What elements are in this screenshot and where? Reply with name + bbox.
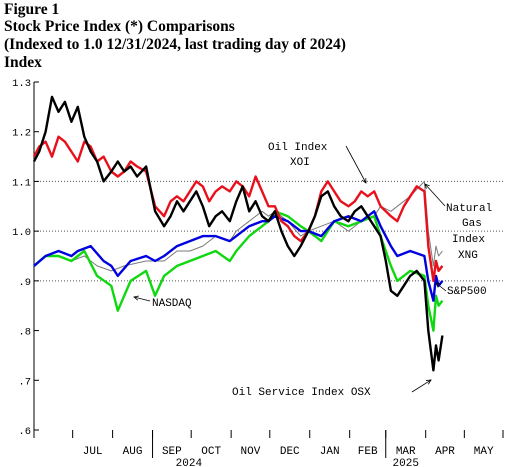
series-line-nasdaq xyxy=(33,210,444,332)
annotation-oil-index: Oil Index xyxy=(268,142,328,154)
annotation-natural-gas: Index xyxy=(452,234,485,246)
arrow-nasdaq xyxy=(133,296,151,302)
arrow-oil-service-head xyxy=(425,379,432,385)
x-month-label: JUL xyxy=(83,446,103,458)
chart-title: Stock Price Index (*) Comparisons xyxy=(4,18,235,35)
annotation-arrows xyxy=(133,145,447,393)
x-year-label: 2024 xyxy=(176,458,203,467)
chart-axes: .6 .7 .8 .9 1.0 1.1 1.2 1.3 JUL AUG SEP OCT NOV DEC JA… xyxy=(12,78,504,467)
annotation-oil-service: Oil Service Index OSX xyxy=(232,387,371,399)
annotation-sp500: S&P500 xyxy=(447,286,487,298)
annotation-natural-gas: XNG xyxy=(458,250,478,262)
arrow-natural-gas-head xyxy=(424,183,430,189)
x-month-label: FEB xyxy=(358,446,378,458)
series-line-s-p500 xyxy=(33,210,444,302)
x-month-label: SEP xyxy=(162,446,182,458)
y-tick-label: .6 xyxy=(18,426,31,438)
x-month-label: MAR xyxy=(396,446,416,458)
x-month-label: APR xyxy=(435,446,455,458)
annotation-nasdaq: NASDAQ xyxy=(152,298,192,310)
arrow-natural-gas xyxy=(424,183,446,207)
x-month-label: JAN xyxy=(320,446,340,458)
y-tick-label: 1.1 xyxy=(12,177,31,189)
y-tick-label: 1.0 xyxy=(12,227,31,239)
y-tick-label: 1.2 xyxy=(12,128,31,140)
arrow-oil-index xyxy=(345,145,367,184)
arrow-sp500-head xyxy=(435,282,441,288)
annotation-labels: Oil Index XOI Natural Gas Index XNG NASDAQ S&P5… xyxy=(152,142,492,399)
x-month-label: MAY xyxy=(474,446,494,458)
y-tick-label: .8 xyxy=(18,327,31,339)
x-year-label: 2025 xyxy=(393,458,419,467)
annotation-natural-gas: Natural xyxy=(446,203,492,215)
annotation-natural-gas: Gas xyxy=(462,218,482,230)
figure-label: Figure 1 xyxy=(4,1,60,18)
arrow-oil-service xyxy=(411,379,432,393)
x-month-label: OCT xyxy=(201,446,221,458)
chart-subtitle: (Indexed to 1.0 12/31/2024, last trading… xyxy=(4,36,346,53)
data-series xyxy=(32,95,444,372)
y-tick-label: .7 xyxy=(18,376,31,388)
arrow-sp500 xyxy=(435,282,447,292)
series-line-oil-service-index-osx xyxy=(32,95,444,372)
series-line-oil-index-xoi xyxy=(32,135,444,283)
gridlines xyxy=(34,180,503,282)
x-month-label: AUG xyxy=(123,446,143,458)
y-tick-label: .9 xyxy=(18,277,31,289)
x-month-label: DEC xyxy=(280,446,300,458)
arrow-nasdaq-head xyxy=(133,295,139,301)
x-month-label: NOV xyxy=(241,446,261,458)
y-axis-title: Index xyxy=(4,54,42,71)
arrow-oil-index-head xyxy=(361,177,367,184)
y-tick-label: 1.3 xyxy=(12,78,31,90)
annotation-oil-index: XOI xyxy=(290,157,310,169)
